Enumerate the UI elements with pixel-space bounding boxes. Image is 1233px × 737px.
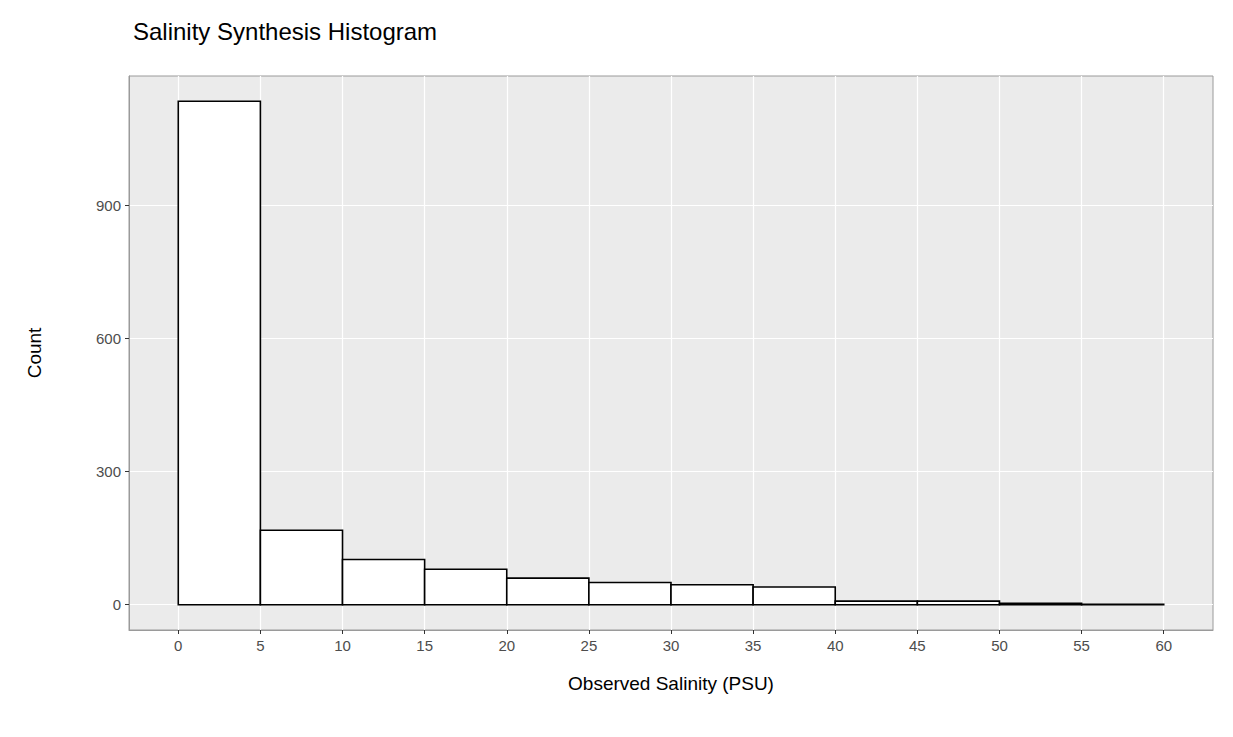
svg-text:0: 0 bbox=[174, 637, 182, 654]
svg-text:45: 45 bbox=[909, 637, 926, 654]
svg-text:5: 5 bbox=[256, 637, 264, 654]
svg-text:Count: Count bbox=[24, 327, 45, 378]
svg-text:40: 40 bbox=[827, 637, 844, 654]
svg-text:25: 25 bbox=[581, 637, 598, 654]
svg-text:35: 35 bbox=[745, 637, 762, 654]
svg-text:55: 55 bbox=[1073, 637, 1090, 654]
svg-text:Salinity Synthesis Histogram: Salinity Synthesis Histogram bbox=[133, 18, 437, 45]
svg-text:Observed Salinity (PSU): Observed Salinity (PSU) bbox=[568, 673, 774, 694]
svg-text:20: 20 bbox=[498, 637, 515, 654]
svg-text:600: 600 bbox=[96, 330, 121, 347]
svg-text:0: 0 bbox=[113, 596, 121, 613]
svg-text:50: 50 bbox=[991, 637, 1008, 654]
svg-text:15: 15 bbox=[416, 637, 433, 654]
svg-text:900: 900 bbox=[96, 197, 121, 214]
svg-text:300: 300 bbox=[96, 463, 121, 480]
svg-text:10: 10 bbox=[334, 637, 351, 654]
svg-text:30: 30 bbox=[663, 637, 680, 654]
svg-text:60: 60 bbox=[1155, 637, 1172, 654]
